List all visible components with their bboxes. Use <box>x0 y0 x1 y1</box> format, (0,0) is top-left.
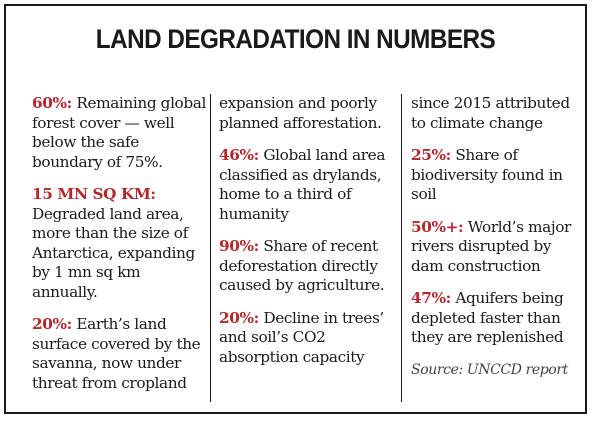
fact-highlight: 15 MN SQ KM: <box>32 185 156 203</box>
fact-continuation: expansion and poorly planned afforestati… <box>219 94 382 132</box>
fact-deforestation: 90%: Share of recent deforestation direc… <box>219 237 395 296</box>
fact-soil-biodiversity: 25%: Share of biodiversity found in soil <box>411 146 583 205</box>
source-credit: Source: UNCCD report <box>411 361 568 378</box>
fact-text: Decline in trees’ and soil’s CO2 absorpt… <box>219 308 384 366</box>
fact-highlight: 90%: <box>219 237 259 255</box>
fact-highlight: 50%+: <box>411 217 464 236</box>
fact-text: Degraded land area, more than the size o… <box>32 204 195 301</box>
fact-drylands: 46%: Global land area classified as dryl… <box>219 146 395 224</box>
fact-text: Aquifers being depleted faster than they… <box>411 289 564 346</box>
fact-co2-absorption: 20%: Decline in trees’ and soil’s CO2 ab… <box>219 309 395 368</box>
fact-text: Remaining global forest cover — well bel… <box>32 94 206 171</box>
fact-text: Global land area classified as drylands,… <box>219 146 386 223</box>
fact-highlight: 20%: <box>219 308 259 327</box>
fact-text: Earth’s land surface covered by the sava… <box>32 315 201 392</box>
fact-text: World’s major rivers disrupted by dam co… <box>411 217 571 275</box>
fact-highlight: 25%: <box>411 146 451 164</box>
fact-forest-cover: 60%: Remaining global forest cover — wel… <box>32 94 206 172</box>
fact-continuation: since 2015 attributed to climate change <box>411 94 570 132</box>
column-2: expansion and poorly planned afforestati… <box>219 94 395 380</box>
infographic-frame: LAND DEGRADATION IN NUMBERS 60%: Remaini… <box>4 4 587 414</box>
column-divider-1 <box>210 94 211 402</box>
fact-highlight: 20%: <box>32 315 72 333</box>
fact-aquifers: 47%: Aquifers being depleted faster than… <box>411 289 583 348</box>
column-3: since 2015 attributed to climate change … <box>411 94 583 380</box>
column-divider-2 <box>401 94 402 402</box>
fact-highlight: 46%: <box>219 146 259 164</box>
column-1: 60%: Remaining global forest cover — wel… <box>32 94 206 406</box>
fact-text: Share of biodiversity found in soil <box>411 146 563 203</box>
fact-text: Share of recent deforestation directly c… <box>219 237 385 294</box>
fact-rivers: 50%+: World’s major rivers disrupted by … <box>411 218 583 277</box>
fact-savanna: 20%: Earth’s land surface covered by the… <box>32 315 206 393</box>
fact-highlight: 47%: <box>411 289 451 307</box>
infographic-title: LAND DEGRADATION IN NUMBERS <box>95 24 496 54</box>
fact-highlight: 60%: <box>32 94 72 112</box>
fact-degraded-land: 15 MN SQ KM: Degraded land area, more th… <box>32 185 206 302</box>
